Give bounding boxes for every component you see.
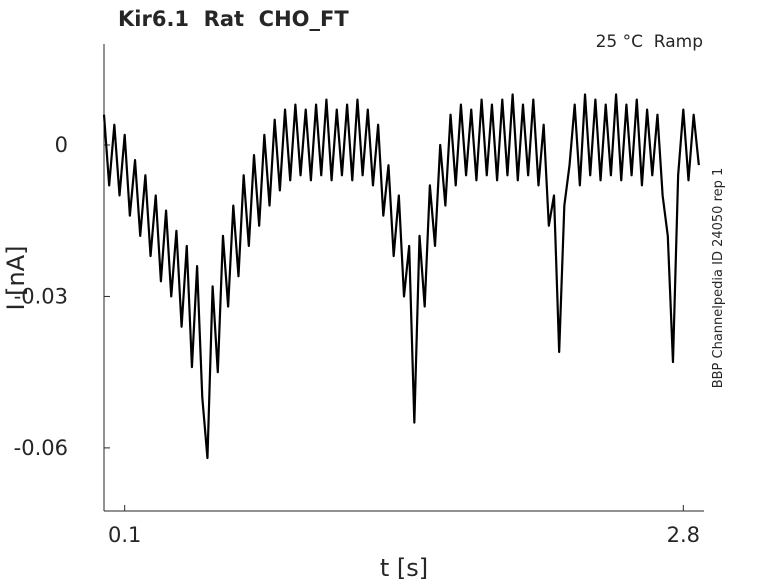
annotation: 25 °C Ramp [596,32,703,52]
y-tick-label: -0.03 [14,284,68,308]
side-note: BBP Channelpedia ID 24050 rep 1 [711,168,726,389]
chart-title: Kir6.1 Rat CHO_FT [118,7,349,31]
y-axis-label: I [nA] [2,245,30,310]
x-tick-label: 0.1 [108,523,141,547]
y-tick-label: 0 [55,133,68,157]
x-axis-label: t [s] [380,554,428,582]
x-tick-label: 2.8 [667,523,700,547]
y-tick-label: -0.06 [14,436,68,460]
trace [102,93,700,460]
